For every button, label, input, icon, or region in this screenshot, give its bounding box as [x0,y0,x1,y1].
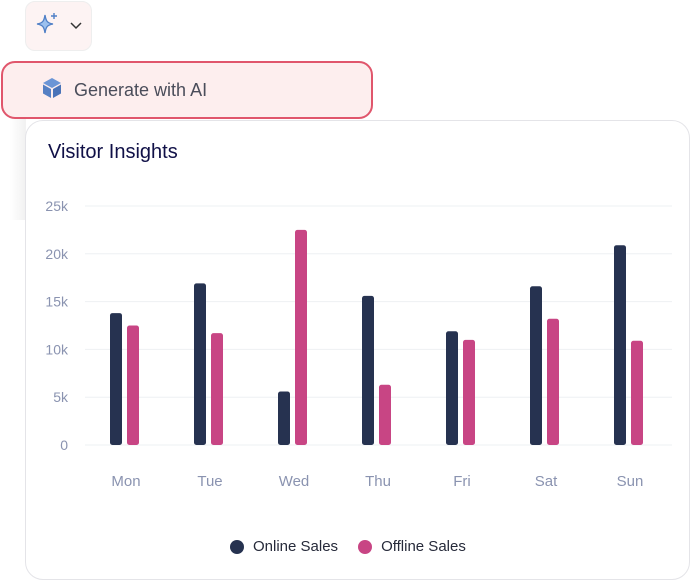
ai-dropdown-button[interactable] [25,1,92,51]
cube-icon [40,76,64,105]
bar-online-sales [614,245,626,445]
x-tick-label: Sun [617,473,644,490]
bar-offline-sales [547,318,559,445]
y-tick-label: 0 [60,437,68,453]
bar-online-sales [110,313,122,445]
x-tick-label: Mon [111,473,140,490]
chart-title: Visitor Insights [48,141,178,163]
bar-offline-sales [127,325,139,445]
x-tick-label: Tue [197,473,222,490]
generate-with-ai-menu-item[interactable]: Generate with AI [1,61,373,119]
legend-label-online: Online Sales [253,538,339,555]
legend-dot-online [230,539,244,554]
bar-online-sales [278,391,290,445]
y-tick-label: 15k [45,294,69,310]
legend-dot-offline [358,539,373,554]
bar-online-sales [530,286,542,445]
x-tick-label: Wed [279,473,310,490]
generate-with-ai-label: Generate with AI [74,79,208,100]
legend-label-offline: Offline Sales [381,538,466,555]
x-tick-label: Fri [453,473,471,490]
x-tick-label: Thu [365,473,391,490]
chart-legend: Online Sales Offline Sales [230,538,466,555]
bar-online-sales [194,283,206,445]
bar-offline-sales [211,333,223,445]
dropdown-shadow [10,110,26,220]
bar-online-sales [446,331,458,445]
y-tick-label: 25k [45,198,69,214]
y-tick-label: 20k [45,246,69,262]
bar-offline-sales [631,340,643,445]
bar-offline-sales [295,229,307,445]
bar-offline-sales [463,339,475,445]
x-tick-label: Sat [535,473,558,490]
bar-offline-sales [379,384,391,445]
y-tick-label: 10k [45,341,69,357]
sparkle-icon [35,12,59,41]
y-tick-label: 5k [53,389,69,405]
legend-online-sales[interactable]: Online Sales [230,538,338,555]
legend-offline-sales[interactable]: Offline Sales [358,538,466,555]
bar-online-sales [362,295,374,445]
chevron-down-icon [69,17,83,35]
